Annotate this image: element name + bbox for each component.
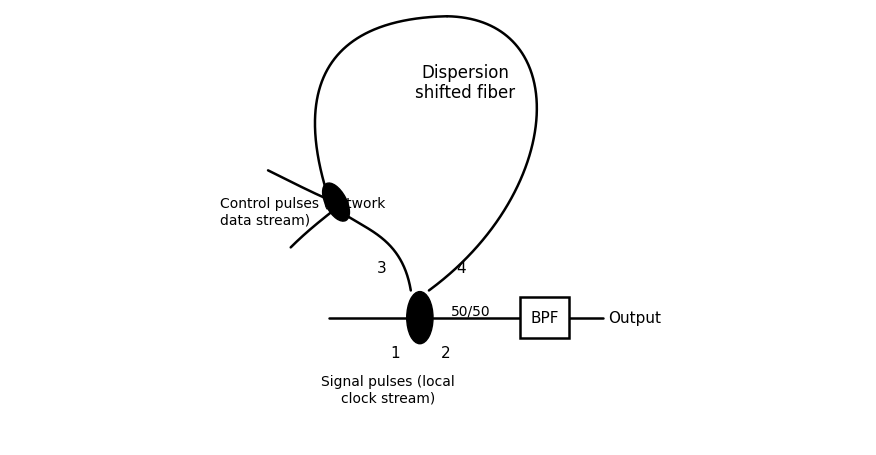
Text: Output: Output [608, 310, 661, 325]
Text: Control pulses (network
data stream): Control pulses (network data stream) [221, 197, 385, 227]
Text: Dispersion
shifted fiber: Dispersion shifted fiber [415, 63, 515, 102]
Ellipse shape [406, 292, 433, 344]
Text: BPF: BPF [530, 310, 559, 325]
Text: 2: 2 [442, 345, 451, 360]
Text: 1: 1 [390, 345, 399, 360]
Text: 50/50: 50/50 [450, 304, 491, 318]
Text: Signal pulses (local
clock stream): Signal pulses (local clock stream) [321, 374, 455, 404]
Text: 3: 3 [377, 260, 386, 275]
Text: 4: 4 [456, 260, 465, 275]
FancyBboxPatch shape [519, 298, 569, 339]
Ellipse shape [322, 184, 350, 222]
